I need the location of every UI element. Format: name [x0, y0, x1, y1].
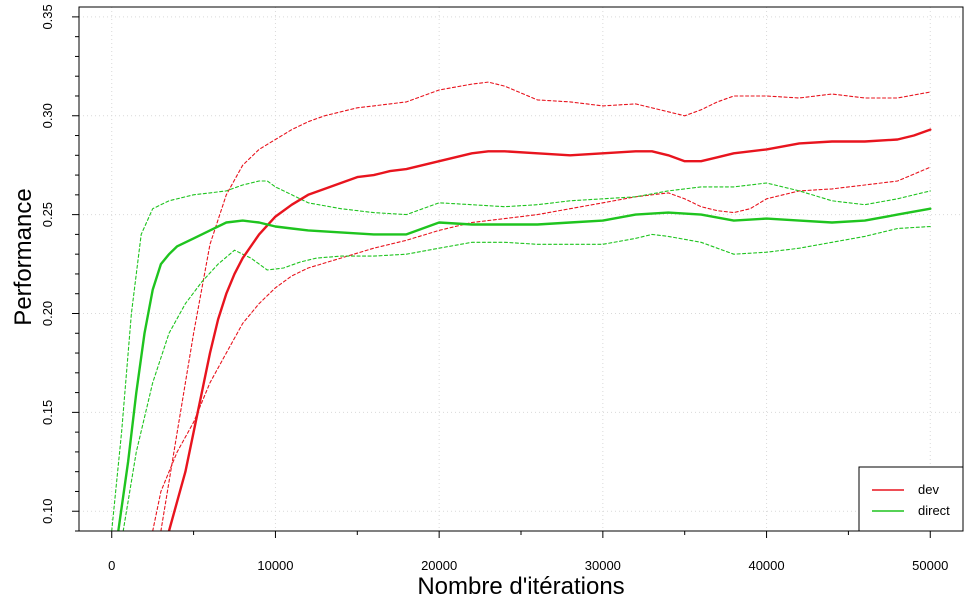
- x-tick-label: 20000: [421, 558, 457, 573]
- x-tick-label: 50000: [912, 558, 948, 573]
- series-direct-line: [117, 207, 932, 531]
- legend-direct-label: direct: [918, 503, 950, 518]
- confidence-band-line: [111, 180, 931, 531]
- plot-frame: [78, 6, 964, 532]
- legend-dev-label: dev: [918, 482, 939, 497]
- x-axis: 0 10000 20000 30000 40000 50000: [108, 531, 948, 573]
- x-tick-label: 10000: [257, 558, 293, 573]
- x-axis-title: Nombre d'itérations: [417, 573, 624, 600]
- x-tick-label: 0: [108, 558, 115, 573]
- series-layer: [111, 81, 932, 531]
- grid: [79, 7, 963, 531]
- y-tick-label: 0.35: [40, 4, 55, 29]
- x-tick-label: 30000: [585, 558, 621, 573]
- y-axis: 0.10 0.15 0.20 0.25 0.30 0.35: [40, 4, 79, 532]
- legend: dev direct: [858, 466, 964, 532]
- series-dev-line: [167, 128, 932, 531]
- y-tick-label: 0.25: [40, 202, 55, 227]
- confidence-band-line: [152, 166, 931, 531]
- y-tick-label: 0.20: [40, 301, 55, 326]
- x-tick-label: 40000: [748, 558, 784, 573]
- legend-box: [858, 466, 964, 532]
- y-tick-label: 0.15: [40, 400, 55, 425]
- y-axis-title: Performance: [10, 188, 37, 325]
- confidence-band-line: [160, 81, 931, 531]
- y-tick-label: 0.10: [40, 499, 55, 524]
- confidence-band-line: [122, 225, 931, 531]
- y-tick-label: 0.30: [40, 103, 55, 128]
